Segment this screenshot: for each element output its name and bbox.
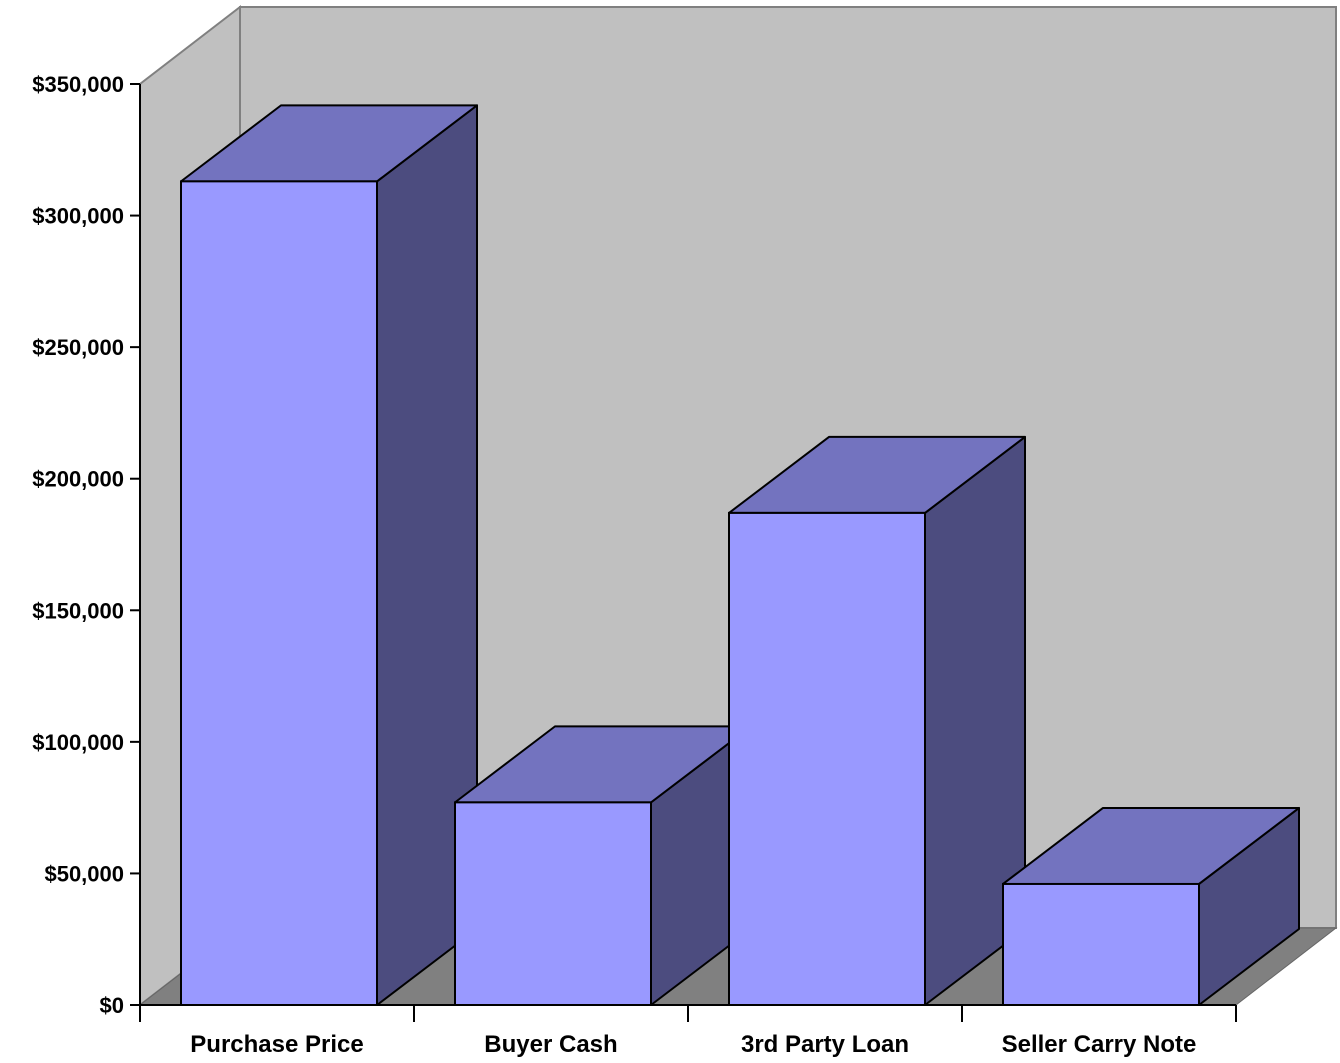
bar-front — [454, 801, 652, 1006]
y-tick-label: $0 — [100, 993, 124, 1018]
y-tick-label: $50,000 — [44, 861, 124, 886]
bar — [180, 104, 478, 1006]
bars — [180, 104, 1300, 1006]
x-tick-label: Purchase Price — [190, 1031, 363, 1058]
x-tick-label: Buyer Cash — [484, 1031, 617, 1058]
y-tick-label: $300,000 — [32, 204, 124, 229]
y-tick-label: $350,000 — [32, 72, 124, 97]
y-tick-label: $200,000 — [32, 467, 124, 492]
y-tick-label: $150,000 — [32, 598, 124, 623]
y-axis: $0 $50,000 $100,000 $150,000 $200,000 $250,00… — [32, 72, 141, 1018]
x-tick-label: Seller Carry Note — [1002, 1031, 1197, 1058]
bar-front — [728, 511, 926, 1006]
bar — [454, 725, 752, 1006]
bar-front — [180, 180, 378, 1006]
bar-front — [1002, 882, 1200, 1006]
x-axis: Purchase Price Buyer Cash 3rd Party Loan Se… — [139, 1004, 1237, 1058]
y-tick-label: $100,000 — [32, 730, 124, 755]
x-tick-label: 3rd Party Loan — [741, 1031, 909, 1058]
y-tick-label: $250,000 — [32, 335, 124, 360]
bar — [1002, 806, 1300, 1006]
bar — [728, 435, 1026, 1006]
